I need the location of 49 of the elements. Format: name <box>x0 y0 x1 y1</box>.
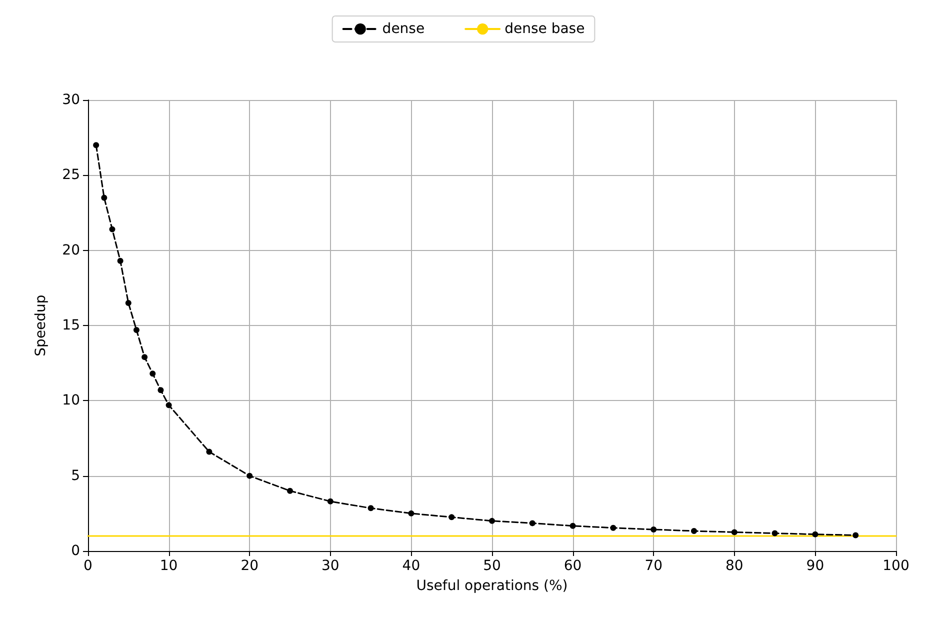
y-tick-label: 15 <box>62 318 80 334</box>
y-tick-label: 0 <box>71 543 80 559</box>
x-tick-label: 100 <box>882 558 910 574</box>
x-tick-label: 90 <box>806 558 824 574</box>
point <box>117 258 124 264</box>
point <box>731 529 738 536</box>
point <box>327 498 334 504</box>
x-axis-title: Useful operations (%) <box>416 578 568 594</box>
point <box>368 505 374 512</box>
point <box>142 354 148 360</box>
y-tick-label: 10 <box>62 392 80 409</box>
point <box>109 226 116 232</box>
x-tick-label: 20 <box>240 558 259 574</box>
legend-label: dense <box>382 21 425 37</box>
point <box>529 520 536 526</box>
point <box>448 514 455 520</box>
x-tick-label: 70 <box>644 558 663 574</box>
legend-label: dense base <box>504 21 585 37</box>
point <box>125 300 132 306</box>
point <box>812 531 818 538</box>
point <box>489 518 495 524</box>
point <box>93 142 100 148</box>
point <box>246 472 253 479</box>
x-tick-label: 40 <box>402 558 420 574</box>
y-tick-label: 30 <box>62 92 80 108</box>
point <box>570 522 576 529</box>
point <box>650 526 657 532</box>
y-tick-label: 20 <box>62 242 80 258</box>
point <box>101 194 108 201</box>
point <box>610 524 616 531</box>
point <box>408 510 414 516</box>
point <box>852 532 859 538</box>
y-tick-label: 5 <box>71 468 80 484</box>
point <box>133 327 140 334</box>
x-tick-label: 0 <box>84 558 92 574</box>
x-tick-label: 10 <box>160 558 178 574</box>
x-tick-label: 30 <box>321 558 340 574</box>
point <box>150 370 156 377</box>
point <box>166 402 172 408</box>
y-axis-title: Speedup <box>33 294 49 356</box>
point <box>772 530 778 536</box>
x-tick-label: 50 <box>483 558 501 574</box>
point <box>206 448 212 455</box>
point <box>691 528 697 534</box>
point <box>158 387 164 394</box>
x-tick-label: 60 <box>564 558 582 574</box>
x-tick-label: 80 <box>725 558 744 574</box>
point <box>287 488 293 494</box>
y-tick-label: 25 <box>62 167 80 184</box>
